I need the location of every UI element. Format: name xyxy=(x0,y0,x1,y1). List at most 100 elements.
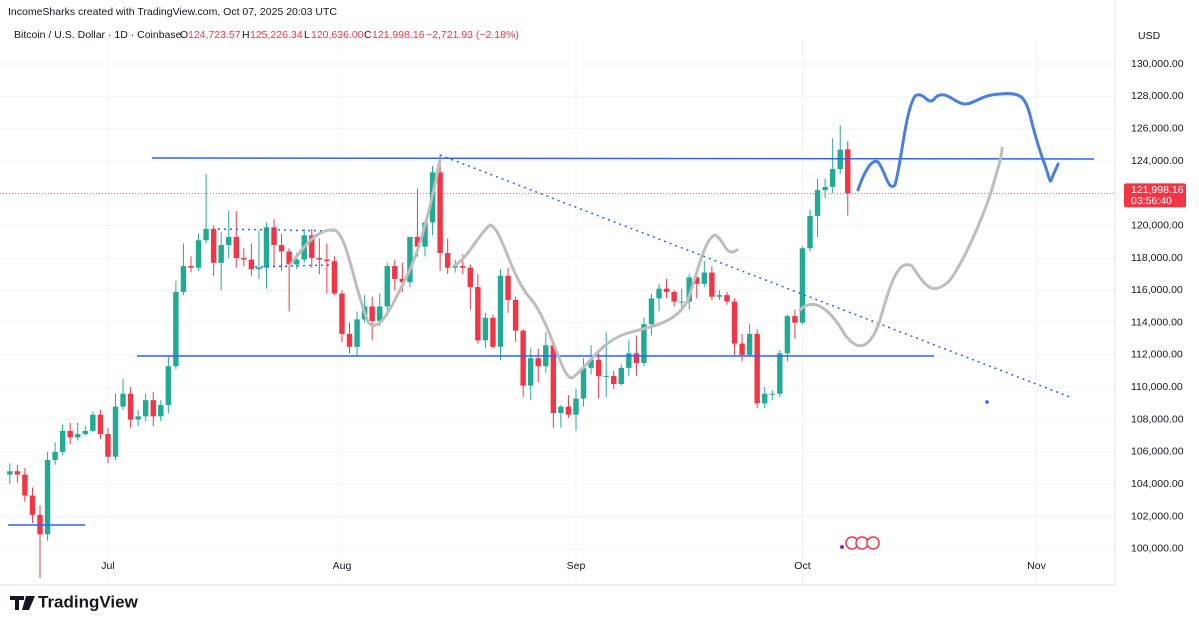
event-icon xyxy=(840,545,844,549)
x-tick-label: Aug xyxy=(333,560,352,572)
y-tick-label: 106,000.00 xyxy=(1131,446,1184,458)
candle-body xyxy=(777,353,783,394)
y-tick-label: 120,000.00 xyxy=(1131,219,1184,231)
trend-line xyxy=(439,154,1071,398)
candle-body xyxy=(165,366,172,406)
candle-body xyxy=(384,266,390,307)
candle-body xyxy=(203,228,209,241)
candle-body xyxy=(460,266,466,268)
candle-body xyxy=(754,333,760,404)
candle-body xyxy=(618,367,625,385)
candle-body xyxy=(127,393,134,420)
candle-body xyxy=(233,236,240,258)
candle-body xyxy=(135,416,141,420)
last-price-label: 121,998.16 xyxy=(1131,184,1184,196)
ohlc-value: 125,226.34 xyxy=(250,29,303,41)
ohlc-key: C xyxy=(364,29,372,41)
y-tick-label: 130,000.00 xyxy=(1131,58,1184,70)
candle-body xyxy=(694,277,700,284)
candle-body xyxy=(565,406,572,415)
candle-body xyxy=(550,345,557,414)
candle-body xyxy=(580,367,587,399)
x-tick-label: Sep xyxy=(567,560,586,572)
ohlc-value: 120,636.00 xyxy=(311,29,364,41)
candle-body xyxy=(82,430,89,435)
candle-body xyxy=(520,330,526,386)
candle-body xyxy=(558,406,564,414)
candle-body xyxy=(784,316,791,354)
candle-body xyxy=(90,414,96,431)
candle-body xyxy=(407,236,413,283)
event-icon xyxy=(855,536,869,550)
candle-body xyxy=(241,257,247,260)
candle-body xyxy=(792,316,798,323)
axes: 100,000.00 102,000.00 104,000.00 106,000.00… xyxy=(0,0,1186,586)
candle-body xyxy=(814,190,821,216)
candle-body xyxy=(339,293,345,334)
brand-logo xyxy=(10,596,35,610)
candle-body xyxy=(180,266,187,292)
dot xyxy=(985,400,989,404)
candle-body xyxy=(475,287,481,341)
event-icon xyxy=(866,536,880,550)
y-tick-label: 126,000.00 xyxy=(1131,122,1184,134)
candle-body xyxy=(248,259,255,270)
candle-body xyxy=(762,393,768,404)
candle-body xyxy=(490,317,496,347)
candle-body xyxy=(188,266,194,268)
candle-body xyxy=(150,400,156,417)
candle-body xyxy=(414,236,421,247)
candle-body xyxy=(686,277,692,302)
y-tick-label: 116,000.00 xyxy=(1131,284,1183,296)
ohlc-key: H xyxy=(242,29,250,41)
y-tick-label: 110,000.00 xyxy=(1131,381,1183,393)
chart-title: IncomeSharks created with TradingView.co… xyxy=(8,6,337,18)
candle-body xyxy=(44,459,51,535)
candle-body xyxy=(105,434,111,457)
candle-body xyxy=(709,272,715,297)
event-icons xyxy=(840,536,880,550)
ohlc-value: 124,723.57 xyxy=(188,29,241,41)
y-tick-label: 118,000.00 xyxy=(1131,252,1183,264)
candle-body xyxy=(29,495,36,515)
candle-body xyxy=(505,275,511,300)
range-line xyxy=(217,228,336,232)
candle-body xyxy=(807,215,813,249)
brand-name: TradingView xyxy=(38,592,139,611)
resistance-line xyxy=(151,157,1095,160)
candle-body xyxy=(746,333,753,355)
candle-body xyxy=(701,272,708,284)
y-tick-label: 112,000.00 xyxy=(1131,349,1183,361)
candle-body xyxy=(724,295,730,302)
candle-body xyxy=(399,278,406,283)
candle-body xyxy=(316,257,323,260)
candle-body xyxy=(293,259,300,265)
candle-body xyxy=(158,405,164,417)
candle-body xyxy=(678,301,685,303)
candle-body xyxy=(142,400,149,417)
candle-body xyxy=(354,319,360,347)
candle-body xyxy=(309,235,315,258)
candle-body xyxy=(611,375,617,385)
candle-body xyxy=(52,451,58,460)
countdown: 03:56:40 xyxy=(1131,195,1172,207)
brand: TradingView xyxy=(10,592,139,611)
candle-body xyxy=(497,275,504,347)
candle-body xyxy=(392,266,398,279)
candle-body xyxy=(173,291,179,367)
projection-curve xyxy=(288,158,442,327)
candle-body xyxy=(331,261,338,294)
candle-body xyxy=(67,430,73,438)
candle-body xyxy=(535,358,541,367)
candles xyxy=(7,125,851,578)
candle-body xyxy=(22,474,28,496)
candle-body xyxy=(822,186,828,191)
candle-body xyxy=(648,298,655,325)
last-price-tag xyxy=(1124,183,1186,208)
x-tick-label: Oct xyxy=(794,560,810,572)
candle-body xyxy=(377,306,383,321)
y-tick-label: 104,000.00 xyxy=(1131,478,1184,490)
candle-body xyxy=(263,227,270,268)
candle-body xyxy=(120,393,126,407)
